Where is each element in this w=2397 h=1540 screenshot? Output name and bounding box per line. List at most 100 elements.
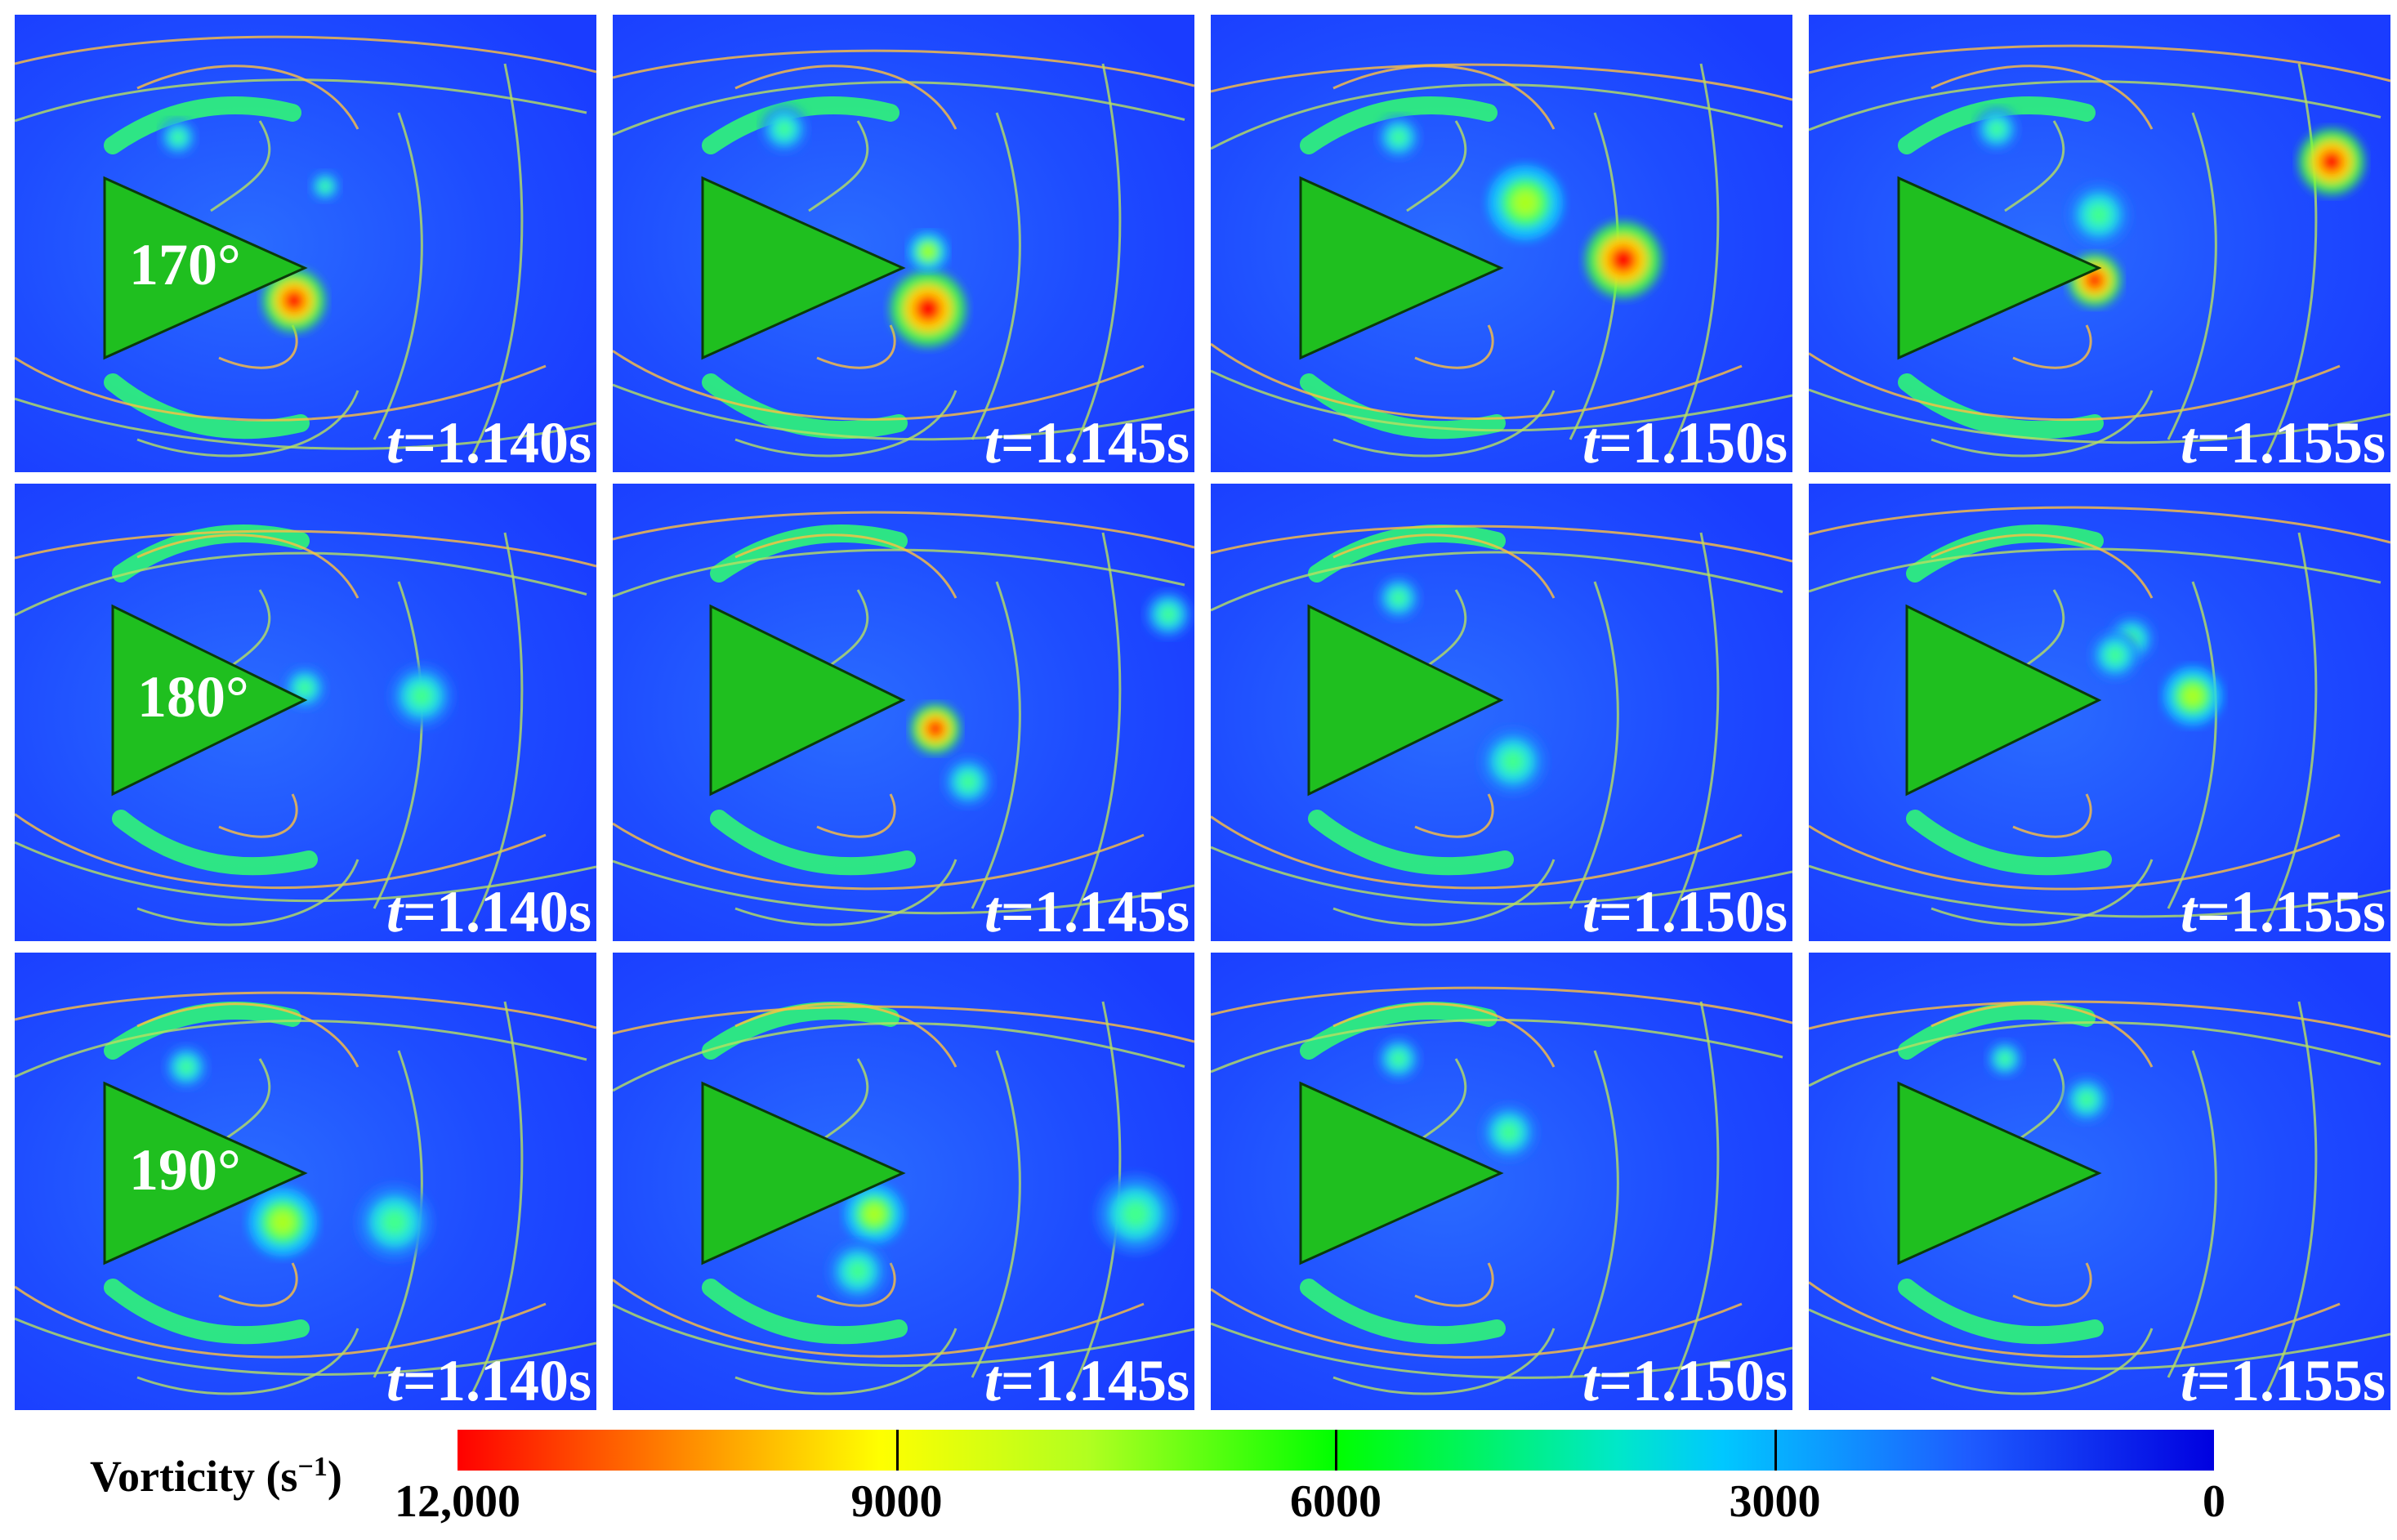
streamline <box>613 1303 1194 1368</box>
streamline <box>1332 859 1556 926</box>
vortex-core <box>263 270 325 332</box>
triangular-bluff-body <box>709 604 906 797</box>
streamline <box>734 65 957 130</box>
triangular-bluff-body <box>103 176 308 360</box>
streamline <box>1069 63 1122 457</box>
vorticity-panel-r1-c2: t=1.145s <box>613 15 1194 472</box>
time-label: t=1.150s <box>1582 1348 1788 1410</box>
colorbar-legend: Vorticity (s−1) 12,000 9000 6000 3000 0 <box>0 1422 2397 1540</box>
streamline <box>15 35 596 74</box>
streamline <box>1211 551 1783 612</box>
triangular-bluff-body <box>103 1081 308 1265</box>
triangular-bluff-body <box>1897 1081 2102 1265</box>
streamline <box>1809 1281 2341 1358</box>
vortex-core <box>1586 222 1661 297</box>
streamline <box>2012 793 2092 838</box>
vorticity-field <box>1211 15 1792 472</box>
streamline <box>1809 352 2341 422</box>
time-label: t=1.155s <box>2180 410 2386 472</box>
streamline <box>2167 112 2217 440</box>
colorbar-tick-label: 9000 <box>850 1476 943 1527</box>
angle-label: 170° <box>129 232 241 297</box>
streamline <box>971 1050 1021 1378</box>
vorticity-field <box>15 953 596 1410</box>
streamline <box>1211 1019 1783 1074</box>
streamline <box>1332 1002 1556 1068</box>
streamline <box>1069 532 1122 926</box>
streamline <box>816 1262 896 1307</box>
time-label: t=1.140s <box>386 1348 591 1410</box>
vortex-core <box>1145 591 1191 637</box>
streamline <box>1211 83 1783 150</box>
vortex-core <box>2068 184 2130 246</box>
shear-layer-lower <box>1308 810 1514 876</box>
streamline <box>1332 390 1556 458</box>
vortex-core <box>391 665 453 727</box>
streamline <box>218 1262 298 1307</box>
streamline <box>1211 342 1743 420</box>
streamline <box>1809 864 2390 918</box>
streamline <box>2265 1001 2318 1395</box>
streamline <box>808 120 869 212</box>
angle-label: 180° <box>137 664 249 730</box>
streamline <box>136 1328 359 1395</box>
streamline <box>1211 524 1792 563</box>
streamline <box>15 1285 547 1359</box>
time-label: t=1.140s <box>386 879 591 941</box>
streamline <box>1667 1001 1720 1395</box>
vorticity-field <box>613 953 1194 1410</box>
vorticity-panel-r2-c4: t=1.155s <box>1809 484 2390 941</box>
shear-layer-lower <box>1906 810 2112 876</box>
streamline <box>613 49 1194 87</box>
streamline <box>15 78 587 123</box>
streamline <box>15 841 596 903</box>
streamline <box>1931 390 2154 458</box>
streamline <box>1211 846 1792 906</box>
streamline <box>1406 120 1467 212</box>
vortex-core <box>1987 1041 2023 1077</box>
streamline <box>1211 1288 1743 1359</box>
triangular-bluff-body <box>1299 1081 1504 1265</box>
streamline <box>1667 532 1720 926</box>
streamline <box>15 356 547 422</box>
time-label: t=1.145s <box>984 1348 1190 1410</box>
vorticity-field <box>1809 15 2390 472</box>
colorbar-tick-label: 0 <box>2203 1476 2225 1527</box>
streamline <box>613 350 1145 421</box>
streamline <box>1931 65 2154 130</box>
vorticity-panel-r1-c4: t=1.155s <box>1809 15 2390 472</box>
time-label: t=1.145s <box>984 410 1190 472</box>
streamline <box>1931 533 2154 599</box>
streamline <box>1809 547 2381 593</box>
streamline <box>15 529 596 568</box>
streamline <box>734 859 957 926</box>
shear-layer-upper <box>1898 1002 2096 1060</box>
shear-layer-lower <box>112 810 318 876</box>
shear-layer-upper <box>702 1002 899 1060</box>
vortex-core <box>1377 116 1420 158</box>
streamline <box>1211 1322 1792 1379</box>
streamline <box>1211 815 1743 890</box>
vortex-core <box>891 271 966 346</box>
streamline <box>613 1005 1194 1043</box>
streamline <box>1931 1328 2154 1395</box>
vortex-core <box>908 232 948 271</box>
streamline <box>613 822 1145 891</box>
vorticity-field <box>613 484 1194 941</box>
time-label: t=1.145s <box>984 879 1190 941</box>
streamline <box>15 1020 587 1078</box>
vorticity-field <box>15 484 596 941</box>
vortex-core <box>1488 165 1563 240</box>
streamline <box>218 324 298 369</box>
streamline <box>613 1022 1185 1092</box>
streamline <box>2012 324 2092 369</box>
vortex-core <box>165 1046 208 1088</box>
streamline <box>15 397 596 450</box>
triangular-bluff-body <box>701 1081 906 1265</box>
shear-layer-lower <box>1300 373 1506 440</box>
streamline <box>2265 532 2318 926</box>
shear-layer-lower <box>1300 1279 1506 1345</box>
shear-layer-lower <box>1898 1279 2104 1345</box>
vortex-core <box>761 106 807 152</box>
vorticity-panel-r2-c3: t=1.150s <box>1211 484 1792 941</box>
